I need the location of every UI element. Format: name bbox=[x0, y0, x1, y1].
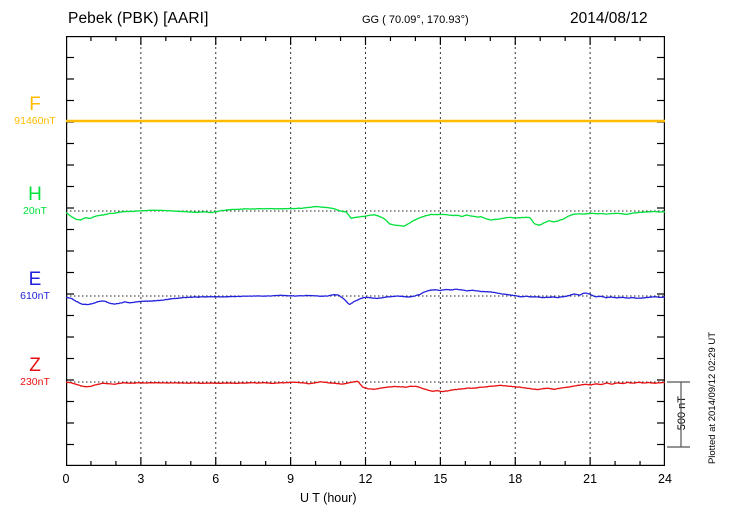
station-title: Pebek (PBK) [AARI] bbox=[68, 10, 209, 27]
trace-e bbox=[66, 288, 665, 306]
x-tick-label-6: 6 bbox=[212, 472, 220, 486]
component-name-f: F bbox=[29, 94, 41, 115]
component-label-h: H 20nT bbox=[4, 185, 66, 219]
component-label-z: Z 230nT bbox=[4, 356, 66, 390]
component-name-e: E bbox=[28, 269, 42, 290]
x-tick-label-21: 21 bbox=[583, 472, 598, 486]
x-axis-title: U T (hour) bbox=[300, 491, 357, 505]
plot-frame bbox=[66, 36, 665, 466]
component-value-z: 230nT bbox=[20, 376, 50, 388]
x-tick-label-12: 12 bbox=[358, 472, 373, 486]
component-value-e: 610nT bbox=[20, 290, 50, 302]
plotted-timestamp: Plotted at 2014/09/12 02:29 UT bbox=[707, 332, 718, 465]
trace-h bbox=[66, 205, 665, 228]
component-label-e: E 610nT bbox=[4, 270, 66, 304]
observation-date: 2014/08/12 bbox=[570, 10, 648, 27]
scale-bar bbox=[667, 381, 690, 448]
component-value-f: 91460nT bbox=[14, 115, 56, 127]
x-tick-label-9: 9 bbox=[287, 472, 295, 486]
x-tick-label-18: 18 bbox=[508, 472, 523, 486]
x-tick-label-15: 15 bbox=[433, 472, 448, 486]
component-name-h: H bbox=[28, 184, 42, 205]
trace-z bbox=[66, 380, 665, 393]
x-tick-label-0: 0 bbox=[62, 472, 70, 486]
component-value-h: 20nT bbox=[23, 205, 47, 217]
magnetogram-plot-area bbox=[66, 36, 665, 466]
component-label-f: F 91460nT bbox=[4, 95, 66, 129]
magnetogram-svg bbox=[66, 36, 665, 466]
geographic-coordinates: GG ( 70.09°, 170.93°) bbox=[362, 14, 469, 26]
x-tick-label-24: 24 bbox=[658, 472, 672, 486]
x-tick-label-3: 3 bbox=[137, 472, 145, 486]
component-name-z: Z bbox=[29, 355, 41, 376]
